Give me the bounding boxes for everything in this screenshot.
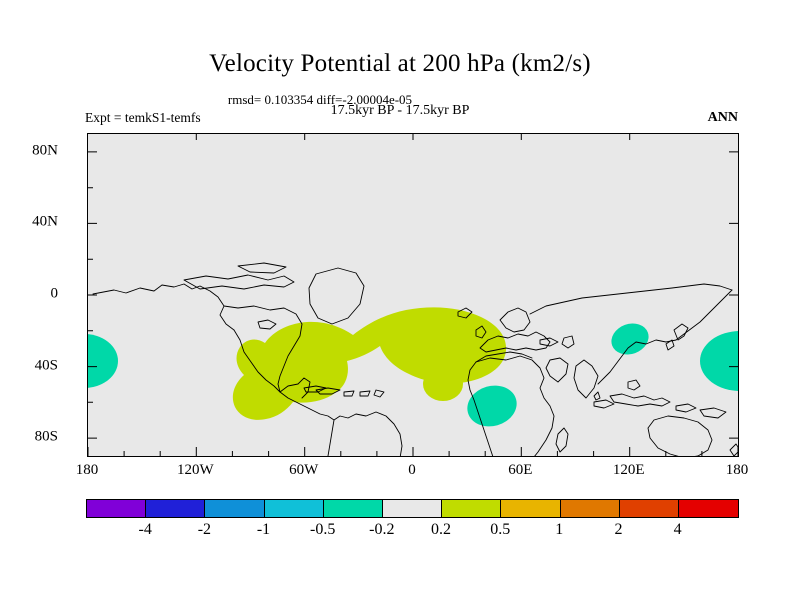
colorbar-segment-1 bbox=[145, 500, 206, 517]
y-tick-label-40s: 40S bbox=[34, 357, 58, 374]
statistics-label: rmsd= 0.103354 diff=-2.00004e-05 bbox=[227, 92, 413, 107]
colorbar-segment-4 bbox=[322, 500, 383, 517]
anomaly-region-caribbean-atlantic bbox=[232, 307, 507, 420]
page-title: Velocity Potential at 200 hPa (km2/s) bbox=[209, 50, 591, 77]
colorbar-segment-7 bbox=[500, 500, 561, 517]
x-tick-label-60w: 60W bbox=[289, 462, 319, 478]
anomaly-shading-layer bbox=[88, 307, 738, 427]
y-right-ticks bbox=[729, 151, 738, 439]
x-top-ticks bbox=[195, 134, 631, 140]
y-tick-label-40n: 40N bbox=[32, 213, 58, 230]
colorbar-label-5: 0.2 bbox=[431, 521, 451, 538]
colorbar-segment-0 bbox=[87, 500, 147, 517]
colorbar-label-8: 2 bbox=[614, 521, 623, 538]
anomaly-region-pacific-east-edge bbox=[700, 331, 738, 391]
colorbar-label-2: -1 bbox=[256, 521, 271, 538]
experiment-label: Expt = temkS1-temfs bbox=[85, 110, 201, 125]
colorbar bbox=[86, 499, 739, 518]
colorbar-segment-3 bbox=[263, 500, 324, 517]
x-major-ticks bbox=[88, 447, 738, 456]
season-label: ANN bbox=[707, 110, 738, 125]
map-plot-area bbox=[87, 133, 739, 457]
y-tick-label-80s: 80S bbox=[34, 428, 58, 445]
anomaly-region-taiwan bbox=[611, 323, 649, 355]
x-tick-label-120e: 120E bbox=[612, 462, 645, 478]
period-label: 17.5kyr BP - 17.5kyr BP bbox=[330, 103, 470, 118]
x-tick-label-60e: 60E bbox=[508, 462, 533, 478]
colorbar-segment-9 bbox=[618, 500, 679, 517]
map-background bbox=[88, 134, 738, 456]
colorbar-label-1: -2 bbox=[197, 521, 212, 538]
y-tick-label-80n: 80N bbox=[32, 142, 58, 159]
colorbar-label-9: 4 bbox=[673, 521, 682, 538]
colorbar-segment-2 bbox=[204, 500, 265, 517]
y-tick-label-0: 0 bbox=[50, 285, 59, 302]
colorbar-label-0: -4 bbox=[138, 521, 152, 538]
colorbar-segment-10 bbox=[677, 500, 739, 517]
colorbar-segment-8 bbox=[559, 500, 620, 517]
colorbar-segment-5 bbox=[381, 500, 443, 517]
colorbar-label-3: -0.5 bbox=[310, 521, 336, 538]
y-major-ticks bbox=[88, 151, 97, 439]
x-tick-label-0: 0 bbox=[408, 462, 416, 478]
world-map bbox=[88, 134, 738, 456]
x-tick-label-120w: 120W bbox=[176, 462, 214, 478]
colorbar-label-4: -0.2 bbox=[369, 521, 395, 538]
axis-ticks bbox=[88, 134, 738, 456]
y-minor-ticks bbox=[88, 187, 93, 403]
x-tick-label-180w: 180 bbox=[75, 462, 99, 478]
anomaly-region-pacific-west-edge bbox=[88, 334, 118, 388]
coastline-layer bbox=[92, 262, 738, 456]
anomaly-region-equatorial-atlantic bbox=[423, 367, 463, 401]
colorbar-label-6: 0.5 bbox=[490, 521, 511, 538]
x-minor-ticks bbox=[123, 451, 703, 456]
x-tick-label-180e: 180 bbox=[725, 462, 749, 478]
colorbar-label-7: 1 bbox=[555, 521, 564, 538]
colorbar-segment-6 bbox=[441, 500, 502, 517]
